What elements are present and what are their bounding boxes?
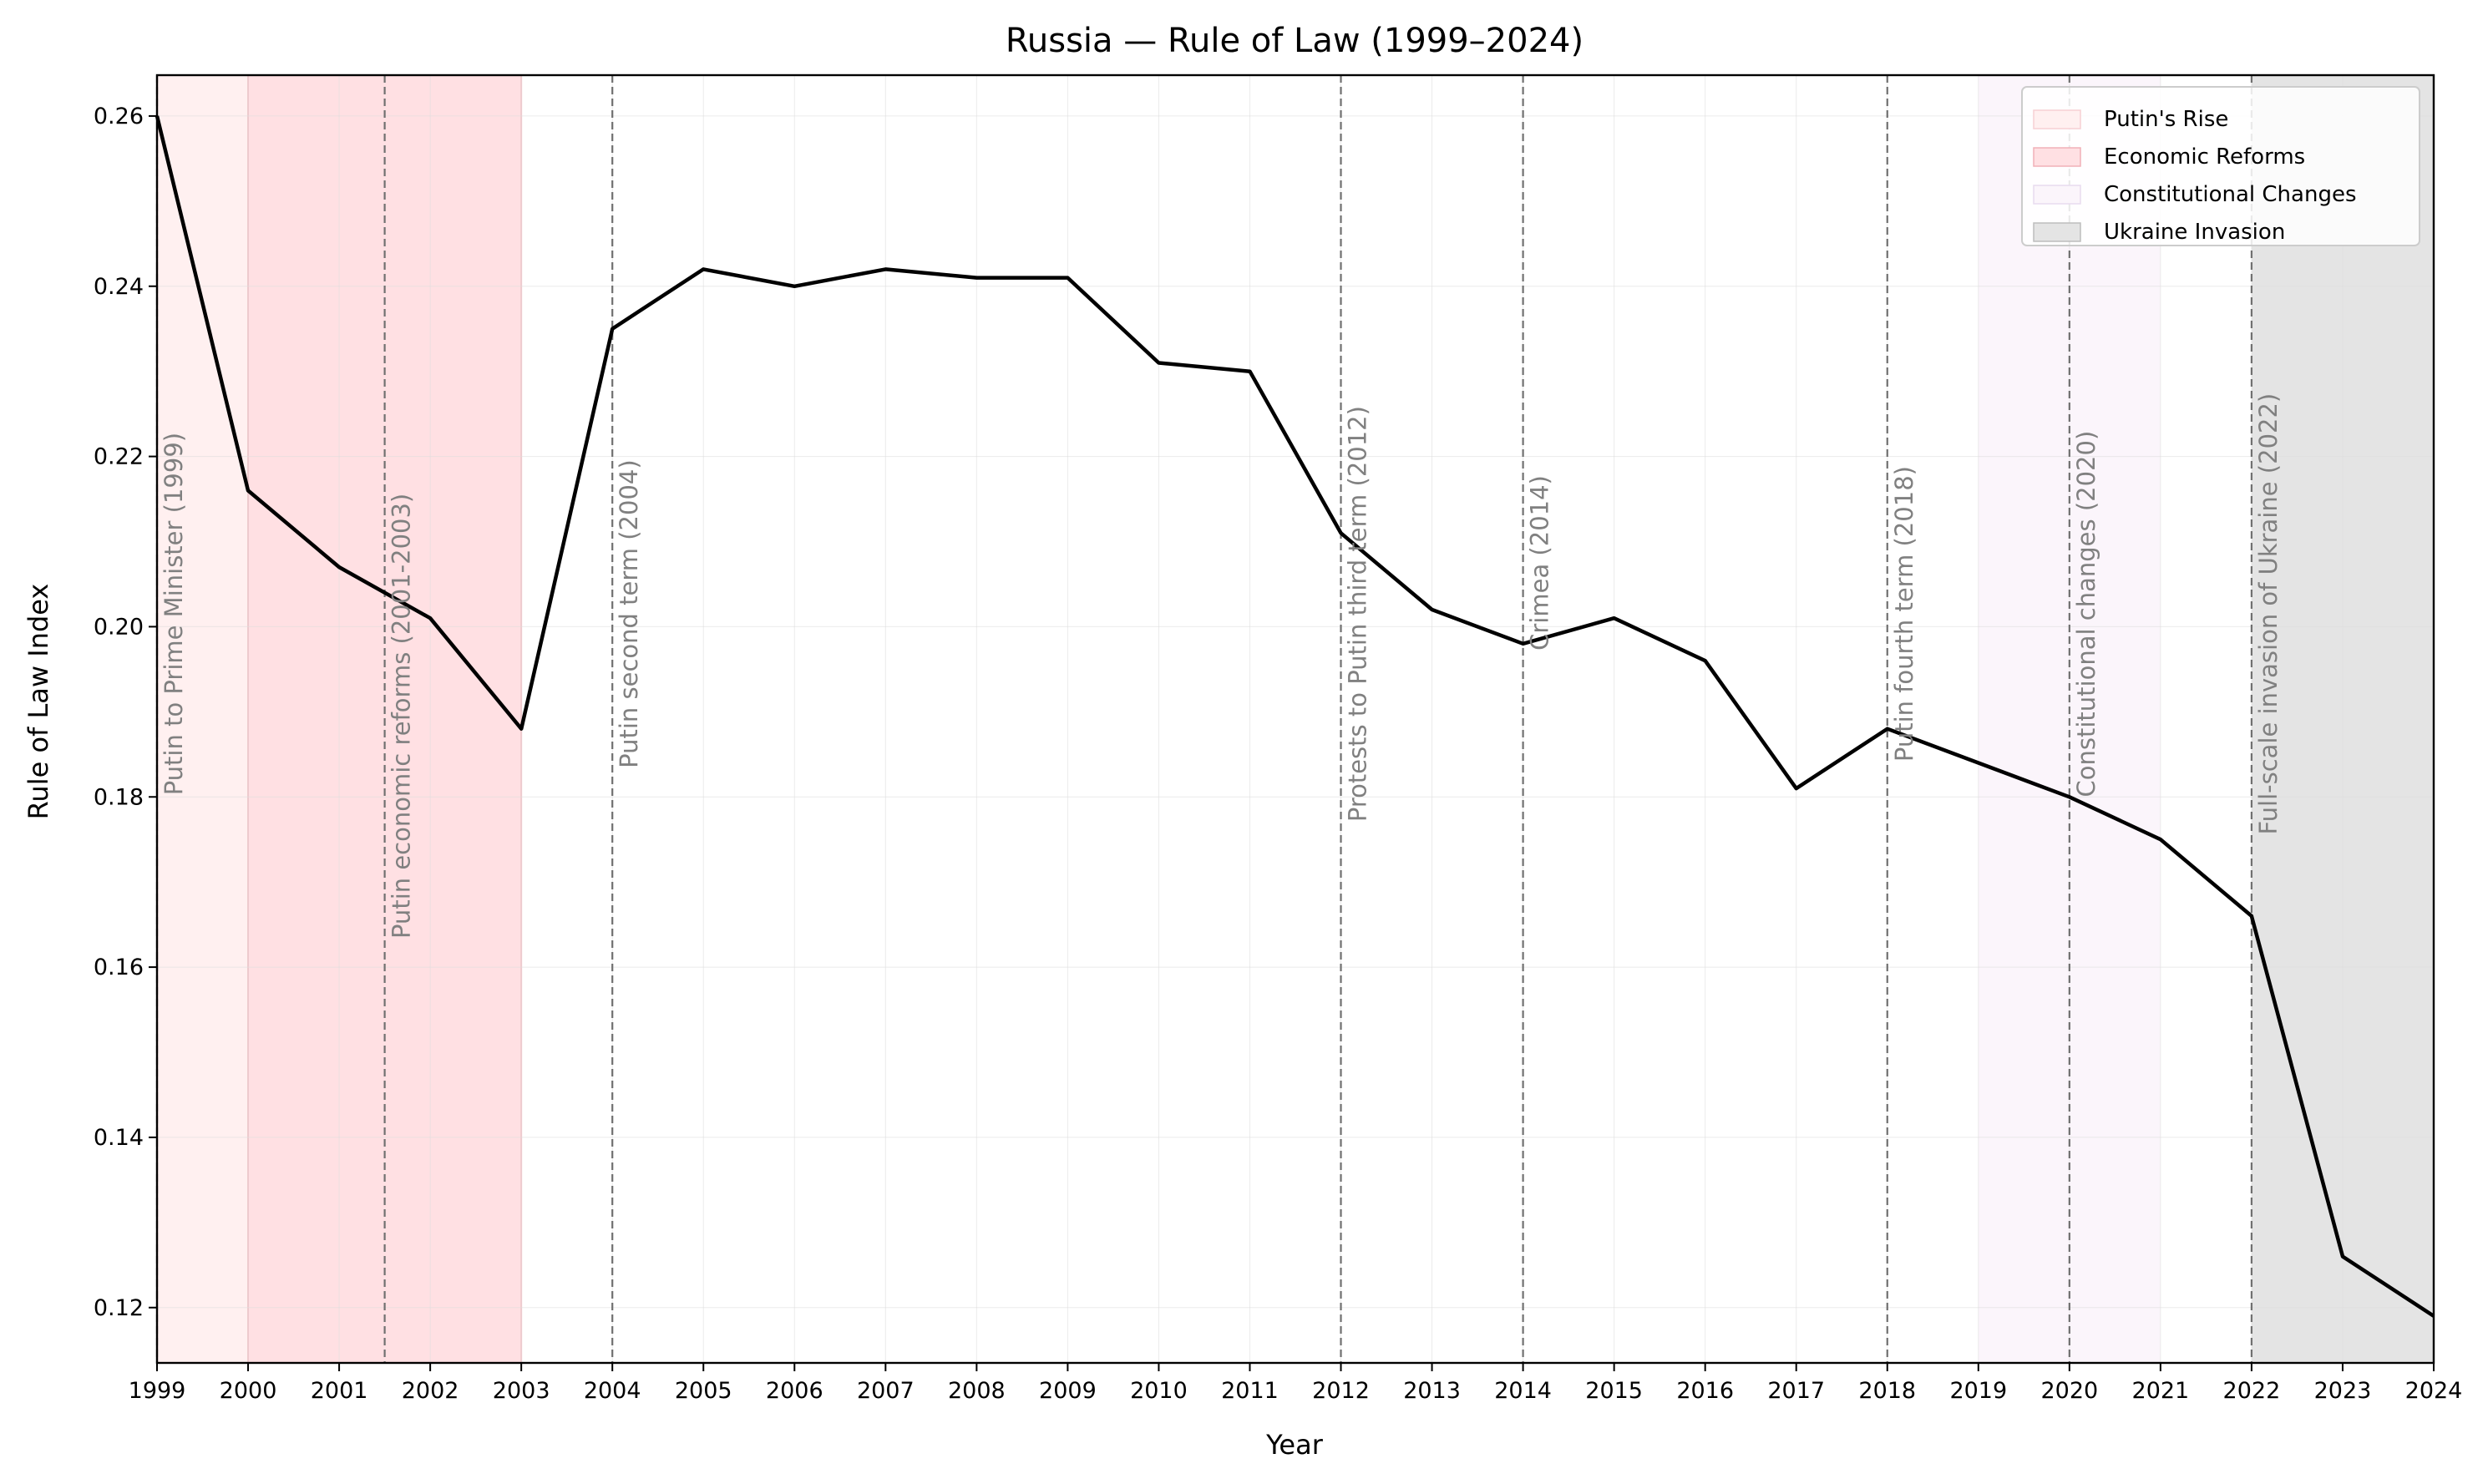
- x-tick-label-17: 2016: [1676, 1378, 1734, 1404]
- event-label-2: Putin second term (2004): [615, 459, 643, 768]
- event-label-7: Full-scale invasion of Ukraine (2022): [2254, 393, 2283, 835]
- x-tick-label-2: 2001: [311, 1378, 368, 1404]
- x-tick-label-25: 2024: [2405, 1378, 2463, 1404]
- y-tick-label-3: 0.18: [94, 784, 144, 810]
- x-tick-label-11: 2010: [1130, 1378, 1188, 1404]
- legend-box: [2021, 86, 2420, 246]
- series: [155, 115, 2435, 1318]
- legend-swatch-0: [2033, 109, 2081, 129]
- x-tick-label-15: 2014: [1494, 1378, 1552, 1404]
- x-tick-label-14: 2013: [1403, 1378, 1461, 1404]
- x-tick-label-23: 2022: [2223, 1378, 2281, 1404]
- plot-frame: [155, 73, 2435, 1365]
- legend-label-0: Putin's Rise: [2104, 107, 2228, 132]
- event-label-5: Putin fourth term (2018): [1890, 466, 1918, 762]
- event-markers: [155, 75, 2253, 1363]
- series-line-0: [155, 115, 2435, 1318]
- event-label-6: Constitutional changes (2020): [2072, 431, 2100, 798]
- legend-swatch-3: [2033, 222, 2081, 242]
- x-tick-label-0: 1999: [129, 1378, 186, 1404]
- legend-label-1: Economic Reforms: [2104, 144, 2305, 170]
- x-tick-label-8: 2007: [857, 1378, 915, 1404]
- x-tick-label-21: 2020: [2040, 1378, 2098, 1404]
- period-band-0: [157, 75, 249, 1363]
- x-tick-label-20: 2019: [1949, 1378, 2007, 1404]
- x-tick-label-12: 2011: [1221, 1378, 1279, 1404]
- y-axis-label: Rule of Law Index: [23, 584, 54, 820]
- x-tick-label-4: 2003: [493, 1378, 550, 1404]
- x-axis-label: Year: [1265, 1429, 1324, 1461]
- legend: Putin's Rise Economic Reforms Constitution…: [2021, 86, 2420, 246]
- x-tick-label-3: 2002: [402, 1378, 459, 1404]
- y-tick-label-2: 0.16: [94, 955, 144, 980]
- event-annotations: Putin to Prime Minister (1999) Putin econ…: [160, 393, 2283, 939]
- y-tick-label-1: 0.14: [94, 1125, 144, 1151]
- y-tick-label-7: 0.26: [94, 104, 144, 129]
- x-tick-label-10: 2009: [1039, 1378, 1097, 1404]
- x-tick-label-9: 2008: [948, 1378, 1006, 1404]
- x-tick-label-22: 2021: [2132, 1378, 2190, 1404]
- chart-title: Russia — Rule of Law (1999–2024): [1006, 22, 1584, 60]
- y-tick-label-5: 0.22: [94, 444, 144, 470]
- x-tick-label-24: 2023: [2314, 1378, 2372, 1404]
- legend-swatch-1: [2033, 147, 2081, 167]
- x-tick-label-16: 2015: [1585, 1378, 1643, 1404]
- axes: 1999 2000 2001 2002 2003 2004 2005 2006 2007 2008…: [94, 73, 2463, 1404]
- x-tick-label-18: 2017: [1767, 1378, 1825, 1404]
- event-label-1: Putin economic reforms (2001-2003): [388, 494, 416, 939]
- event-label-3: Protests to Putin third term (2012): [1344, 406, 1372, 822]
- x-tick-label-5: 2004: [584, 1378, 641, 1404]
- legend-label-2: Constitutional Changes: [2104, 182, 2357, 207]
- event-label-4: Crimea (2014): [1526, 475, 1554, 651]
- legend-label-3: Ukraine Invasion: [2104, 220, 2285, 245]
- y-tick-label-4: 0.20: [94, 614, 144, 640]
- y-tick-label-6: 0.24: [94, 274, 144, 300]
- legend-swatch-2: [2033, 185, 2081, 205]
- x-tick-label-1: 2000: [220, 1378, 277, 1404]
- x-tick-label-7: 2006: [766, 1378, 823, 1404]
- x-tick-label-19: 2018: [1858, 1378, 1916, 1404]
- event-label-0: Putin to Prime Minister (1999): [160, 433, 188, 795]
- x-tick-label-6: 2005: [675, 1378, 732, 1404]
- x-tick-label-13: 2012: [1312, 1378, 1370, 1404]
- y-tick-label-0: 0.12: [94, 1295, 144, 1321]
